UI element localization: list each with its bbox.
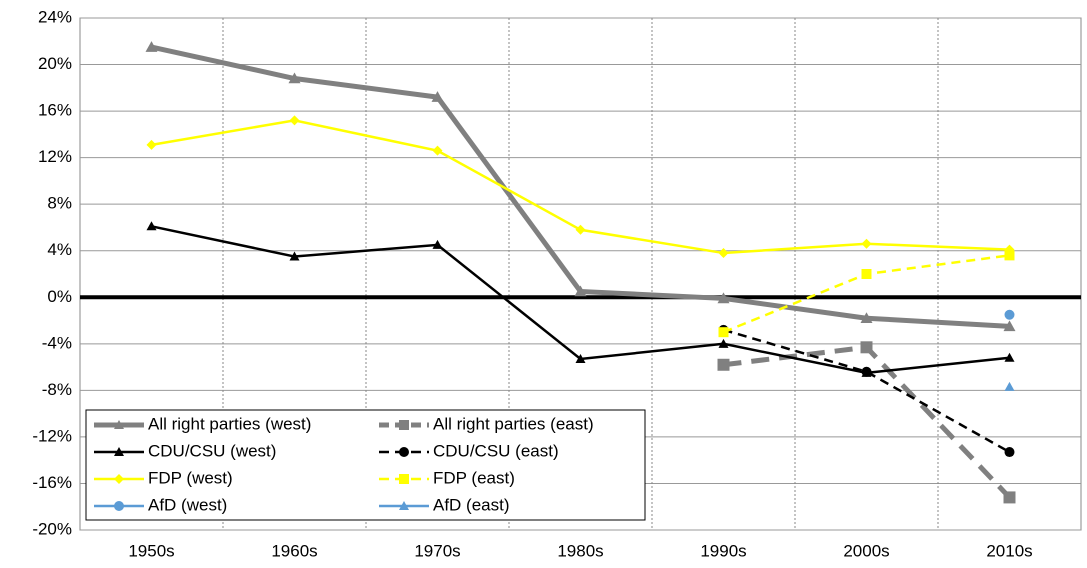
marker bbox=[575, 353, 586, 363]
marker bbox=[432, 239, 443, 249]
marker bbox=[718, 327, 729, 338]
series-line bbox=[723, 328, 1011, 454]
marker bbox=[145, 41, 158, 52]
legend-label: All right parties (west) bbox=[148, 414, 311, 433]
y-tick-label: 8% bbox=[47, 194, 72, 213]
y-tick-label: 12% bbox=[38, 147, 72, 166]
marker bbox=[861, 238, 872, 249]
marker bbox=[861, 269, 872, 279]
marker bbox=[114, 420, 124, 429]
marker bbox=[574, 285, 587, 297]
marker bbox=[1004, 447, 1015, 458]
y-tick-label: -12% bbox=[32, 426, 72, 445]
marker bbox=[114, 501, 124, 511]
y-tick-label: 16% bbox=[38, 101, 72, 120]
marker bbox=[861, 366, 872, 377]
marker bbox=[575, 224, 586, 235]
marker bbox=[432, 145, 443, 156]
legend-label: FDP (east) bbox=[433, 468, 515, 487]
legend-label: AfD (west) bbox=[148, 495, 227, 514]
marker bbox=[1003, 320, 1016, 332]
marker bbox=[289, 251, 300, 261]
x-tick-label: 1980s bbox=[557, 541, 603, 560]
marker bbox=[717, 358, 730, 371]
marker bbox=[860, 312, 873, 324]
y-tick-label: -8% bbox=[42, 380, 72, 399]
y-tick-label: 4% bbox=[47, 240, 72, 259]
legend-label: AfD (east) bbox=[433, 495, 510, 514]
y-tick-label: 24% bbox=[38, 7, 72, 26]
marker bbox=[399, 420, 409, 430]
marker bbox=[114, 474, 124, 484]
x-tick-label: 1950s bbox=[128, 541, 174, 560]
x-tick-label: 1960s bbox=[271, 541, 317, 560]
marker bbox=[860, 341, 873, 354]
marker bbox=[717, 292, 730, 304]
marker bbox=[431, 91, 444, 102]
x-tick-label: 2010s bbox=[986, 541, 1032, 560]
x-tick-label: 2000s bbox=[843, 541, 889, 560]
x-tick-label: 1970s bbox=[414, 541, 460, 560]
legend-label: CDU/CSU (west) bbox=[148, 441, 276, 460]
legend-box bbox=[85, 409, 646, 521]
marker bbox=[289, 115, 300, 126]
marker bbox=[1004, 352, 1015, 362]
y-tick-label: -16% bbox=[32, 473, 72, 492]
marker bbox=[399, 447, 409, 457]
marker bbox=[288, 72, 301, 84]
y-tick-label: 20% bbox=[38, 54, 72, 73]
y-tick-label: -4% bbox=[42, 333, 72, 352]
marker bbox=[718, 248, 729, 259]
marker bbox=[399, 501, 409, 510]
marker bbox=[718, 338, 729, 348]
marker bbox=[146, 221, 157, 231]
x-tick-label: 1990s bbox=[700, 541, 746, 560]
marker bbox=[1004, 309, 1015, 320]
y-tick-label: -20% bbox=[32, 519, 72, 538]
marker bbox=[1004, 250, 1015, 261]
legend-label: FDP (west) bbox=[148, 468, 233, 487]
marker bbox=[146, 139, 157, 150]
marker bbox=[399, 474, 409, 484]
marker bbox=[114, 447, 124, 456]
marker bbox=[1004, 381, 1015, 391]
y-tick-label: 0% bbox=[47, 287, 72, 306]
legend-label: All right parties (east) bbox=[433, 414, 594, 433]
legend-label: CDU/CSU (east) bbox=[433, 441, 559, 460]
marker bbox=[1003, 491, 1016, 504]
